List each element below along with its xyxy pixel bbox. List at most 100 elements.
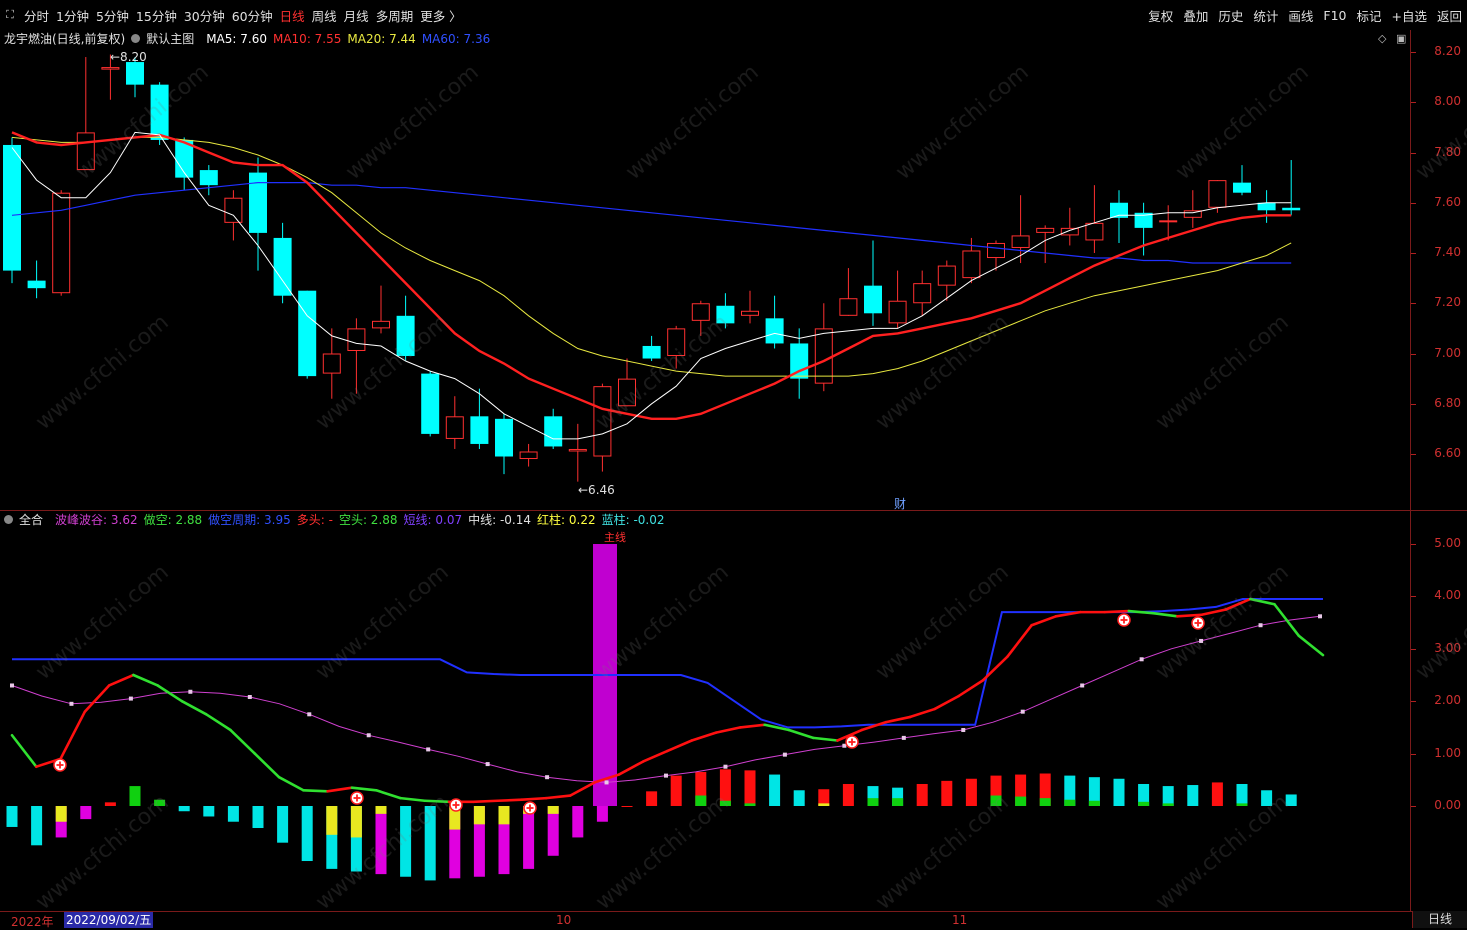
candle [273, 222, 292, 304]
adjust-button[interactable]: 复权 [1148, 8, 1174, 24]
short-line-segment [836, 728, 864, 742]
short-line-segment [350, 786, 378, 792]
indicator-column [965, 778, 977, 806]
short-line-segment [763, 723, 791, 732]
price-tick: 8.20 [1434, 44, 1461, 58]
price-tick: 6.60 [1434, 446, 1461, 460]
mid-dot [664, 773, 668, 778]
short-line-segment [739, 723, 766, 729]
candle [101, 54, 120, 100]
indicator-column [203, 806, 215, 817]
short-line-segment [302, 788, 329, 793]
period-1min[interactable]: 1分钟 [56, 8, 89, 24]
mid-dot [842, 743, 847, 748]
period-30min[interactable]: 30分钟 [183, 8, 225, 24]
template-selector[interactable]: 默认主图 [131, 30, 200, 48]
column-body [178, 806, 190, 812]
column-green-part [1236, 803, 1248, 806]
period-monthly[interactable]: 月线 [343, 8, 369, 24]
candle-body [1257, 202, 1276, 211]
candle [1159, 205, 1178, 241]
indicator-tick: 5.00 [1434, 536, 1461, 550]
candle-body [839, 298, 858, 316]
indicator-tick: 4.00 [1434, 588, 1461, 603]
period-5min[interactable]: 5分钟 [95, 8, 129, 24]
candle-body [322, 353, 341, 374]
mid-dot [128, 696, 133, 701]
candle-body [1208, 180, 1227, 208]
column-body [227, 806, 239, 822]
short-line-segment [83, 684, 111, 713]
indicator-selector[interactable]: 全合 [4, 512, 49, 528]
period-daily[interactable]: 日线 [279, 8, 305, 24]
expand-icon[interactable]: ⛶ [6, 8, 14, 21]
column-body [203, 806, 215, 817]
period-60min[interactable]: 60分钟 [231, 8, 273, 24]
candle [1011, 195, 1030, 264]
column-body [596, 806, 608, 822]
buy-signal-icon [449, 798, 463, 812]
column-body [1039, 773, 1051, 806]
finance-marker[interactable]: 财 [894, 497, 906, 511]
period-more[interactable]: 更多 〉 [420, 8, 462, 24]
diamond-icon[interactable]: ◇ [1378, 32, 1387, 45]
mid-dot [485, 762, 490, 767]
candle [568, 423, 587, 482]
period-weekly[interactable]: 周线 [311, 8, 337, 24]
candle-body [642, 345, 661, 359]
candle-body [519, 451, 538, 460]
back-button[interactable]: 返回 [1436, 8, 1462, 24]
short-line-segment [908, 707, 936, 719]
short-line-segment [593, 773, 621, 784]
candle-body [3, 144, 21, 271]
column-cap [449, 806, 461, 830]
ma20-value: MA20: 7.44 [347, 32, 416, 46]
column-cap [55, 806, 67, 822]
mid-dot [1258, 623, 1263, 628]
history-button[interactable]: 历史 [1218, 8, 1244, 24]
period-indicator-button[interactable]: 日线 [1412, 911, 1467, 928]
short-line-segment [787, 728, 815, 740]
price-axis: 8.20 8.00 7.80 7.60 7.40 7.20 7.00 6.80 6.60 [1411, 30, 1467, 510]
column-body [965, 778, 977, 806]
stats-button[interactable]: 统计 [1253, 8, 1279, 24]
period-fenshi[interactable]: 分时 [24, 8, 50, 24]
column-body [301, 806, 313, 862]
candle-body [1060, 227, 1079, 236]
short-line-segment [253, 752, 281, 779]
candle [937, 260, 956, 301]
period-multi[interactable]: 多周期 [375, 8, 414, 24]
axis-tick-mark [1411, 596, 1416, 598]
candle [1110, 190, 1128, 243]
column-cap [547, 806, 559, 814]
indicator-column [1211, 782, 1223, 806]
indicator-column [227, 806, 239, 822]
candle [1085, 185, 1104, 253]
column-body [31, 806, 43, 846]
indicator-column [523, 806, 535, 869]
price-tick: 7.40 [1434, 245, 1461, 259]
candle [470, 388, 489, 449]
overlay-button[interactable]: 叠加 [1183, 8, 1209, 24]
candle-body [962, 250, 981, 279]
indicator-column [867, 786, 879, 806]
column-body [277, 806, 289, 843]
indicator-column [670, 775, 682, 806]
maximize-icon[interactable]: ▣ [1396, 32, 1407, 45]
candle-body [593, 386, 612, 457]
indicator-column [1015, 774, 1027, 806]
column-body [793, 790, 805, 806]
candle-body [27, 280, 46, 289]
candle [1282, 160, 1301, 216]
f10-button[interactable]: F10 [1323, 7, 1347, 23]
indicator-column [449, 806, 461, 879]
draw-button[interactable]: 画线 [1288, 8, 1314, 24]
candle-body [445, 416, 464, 439]
column-body [326, 806, 338, 869]
period-15min[interactable]: 15分钟 [135, 8, 177, 24]
mark-button[interactable]: 标记 [1356, 8, 1382, 24]
add-favorite-button[interactable]: +自选 [1391, 8, 1427, 24]
column-body [80, 806, 92, 820]
candle [642, 335, 661, 362]
